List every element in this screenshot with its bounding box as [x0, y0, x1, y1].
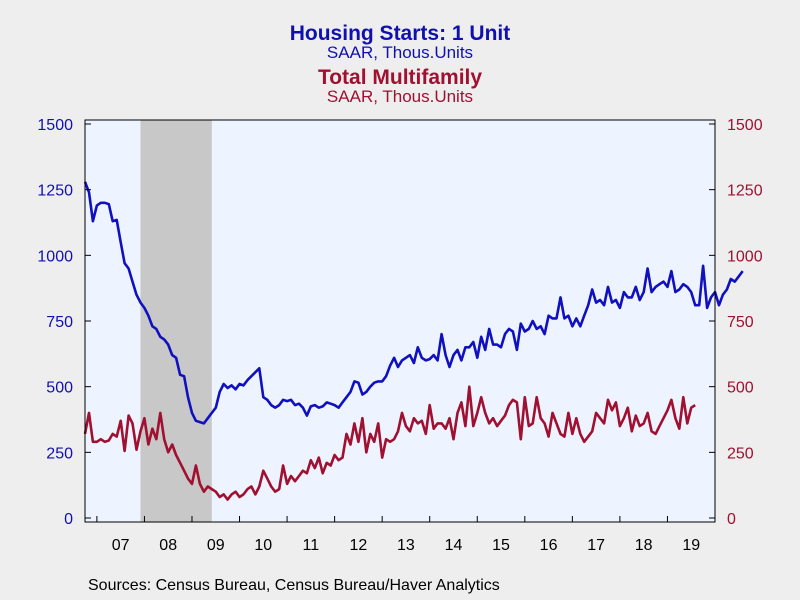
- y-left-tick-label: 1500: [37, 117, 73, 134]
- y-right-tick-label: 500: [727, 380, 754, 397]
- y-right-tick-label: 1000: [727, 248, 763, 265]
- x-tick-label: 15: [492, 537, 510, 554]
- x-tick-label: 11: [303, 537, 320, 554]
- chart-title-line: SAAR, Thous.Units: [327, 43, 473, 62]
- x-tick-label: 12: [349, 537, 367, 554]
- chart-title-line: Housing Starts: 1 Unit: [290, 22, 511, 45]
- y-left-tick-label: 750: [46, 314, 73, 331]
- y-right-tick-label: 1500: [727, 117, 763, 134]
- x-tick-label: 10: [254, 537, 272, 554]
- y-left-tick-label: 250: [46, 445, 73, 462]
- x-tick-label: 09: [207, 537, 225, 554]
- x-tick-label: 17: [587, 537, 605, 554]
- x-tick-label: 16: [540, 537, 558, 554]
- x-tick-label: 14: [445, 537, 463, 554]
- y-left-tick-label: 1250: [37, 183, 73, 200]
- y-right-tick-label: 0: [727, 511, 736, 528]
- x-tick-label: 19: [682, 537, 700, 554]
- y-right-tick-label: 1250: [727, 183, 763, 200]
- y-left-tick-label: 1000: [37, 248, 73, 265]
- series-line-total-multifamily: [83, 385, 696, 501]
- chart-title-line: SAAR, Thous.Units: [327, 87, 473, 106]
- y-right-tick-label: 250: [727, 445, 754, 462]
- series-line-housing-starts-1-unit: [83, 181, 744, 425]
- y-left-tick-label: 0: [64, 511, 73, 528]
- x-tick-label: 08: [159, 537, 177, 554]
- y-left-tick-label: 500: [46, 380, 73, 397]
- y-right-tick-label: 750: [727, 314, 754, 331]
- x-tick-label: 13: [397, 537, 415, 554]
- source-note: Sources: Census Bureau, Census Bureau/Ha…: [88, 577, 500, 594]
- x-tick-label: 18: [635, 537, 653, 554]
- x-tick-label: 07: [112, 537, 130, 554]
- chart-title-line: Total Multifamily: [318, 66, 482, 89]
